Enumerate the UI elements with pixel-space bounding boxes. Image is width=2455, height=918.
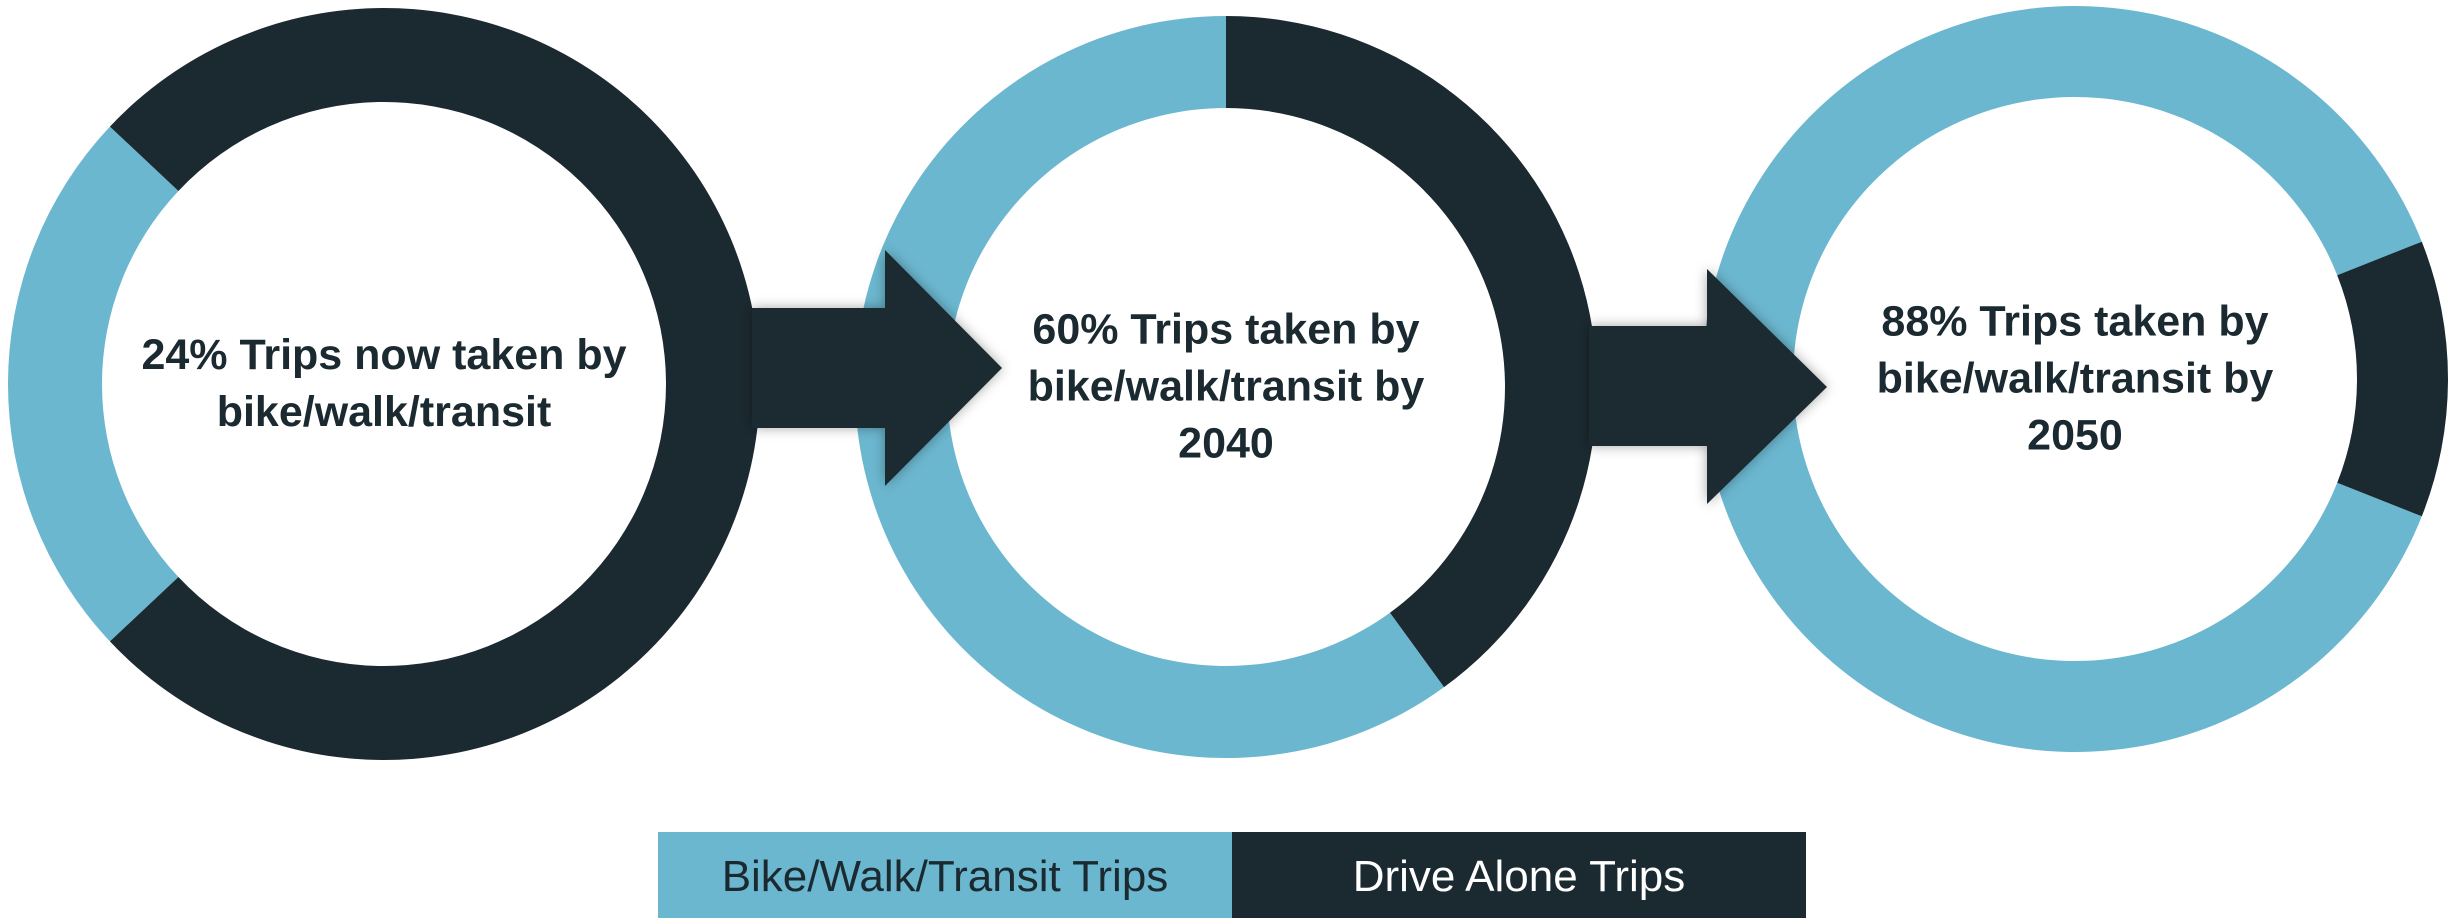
arrow (1589, 269, 1827, 504)
legend-swatch (658, 832, 1232, 918)
legend (658, 832, 1806, 918)
center-label: 88% Trips taken by bike/walk/transit by … (1876, 297, 2274, 460)
donut-segment (1226, 16, 1597, 688)
arrow (752, 250, 1002, 486)
donut-segment (2337, 241, 2448, 517)
donut-segment (854, 16, 1445, 759)
legend-label: Drive Alone Trips (1352, 852, 1686, 901)
legend-swatch (1232, 832, 1806, 918)
donut-segment (109, 8, 760, 761)
donut-segment (8, 126, 179, 642)
center-label: 24% Trips now taken by bike/walk/transit (141, 331, 627, 436)
legend-label: Bike/Walk/Transit Trips (721, 852, 1169, 901)
center-label: 60% Trips taken by bike/walk/transit by … (1027, 305, 1425, 468)
donuts (8, 6, 2448, 761)
